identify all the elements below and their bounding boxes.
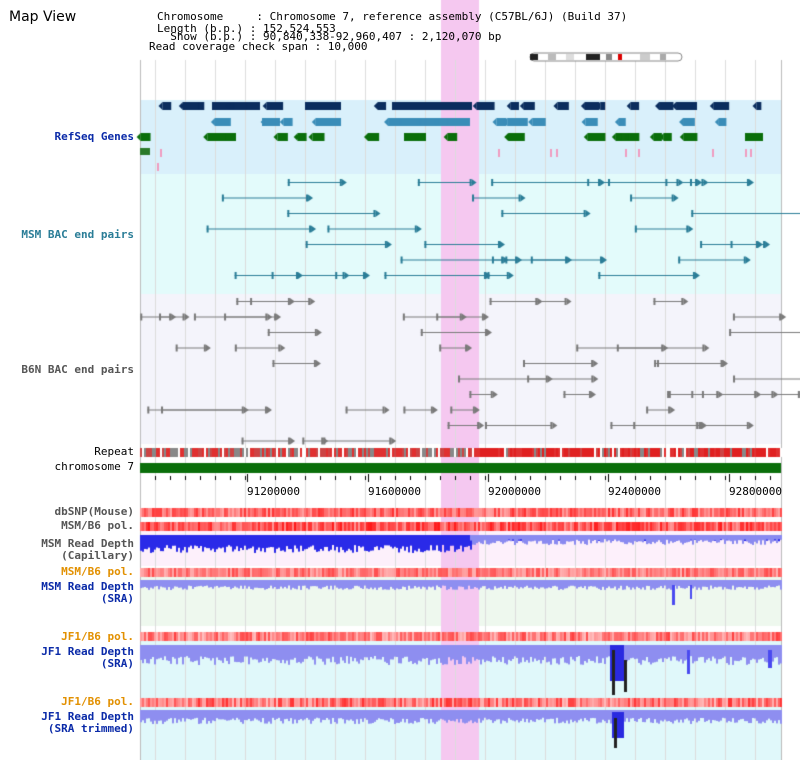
- track-label-dbsnp[interactable]: dbSNP(Mouse): [54, 505, 134, 518]
- track-label-msm-pol-2[interactable]: MSM/B6 pol.: [61, 565, 134, 578]
- track-label-jf1-pol-2[interactable]: JF1/B6 pol.: [61, 695, 134, 708]
- coverage-span-info: Read coverage check span : 10,000: [149, 40, 368, 53]
- track-label-msm-pol-1[interactable]: MSM/B6 pol.: [61, 519, 134, 532]
- track-label-b6n-bac[interactable]: B6N BAC end pairs: [21, 363, 134, 376]
- show-range-info: Show (b.p.) : 90,840,338-92,960,407 : 2,…: [157, 30, 502, 43]
- axis-tick-label: 92800000: [729, 485, 782, 498]
- track-label-msm-depth-sra-sub: (SRA): [100, 592, 134, 605]
- track-label-msm-depth-sra[interactable]: MSM Read Depth: [41, 580, 134, 593]
- axis-tick-label: 92400000: [608, 485, 661, 498]
- track-label-jf1-pol-1[interactable]: JF1/B6 pol.: [61, 630, 134, 643]
- track-label-chromosome[interactable]: chromosome 7: [54, 460, 134, 473]
- track-label-jf1-depth-trim[interactable]: JF1 Read Depth: [41, 710, 134, 723]
- track-label-msm-depth-cap-sub: (Capillary): [61, 549, 134, 562]
- track-label-msm-bac[interactable]: MSM BAC end pairs: [21, 228, 134, 241]
- page-title: Map View: [9, 9, 77, 25]
- track-label-jf1-depth-trim-sub: (SRA trimmed): [47, 722, 134, 735]
- axis-tick-label: 91200000: [247, 485, 300, 498]
- track-label-jf1-depth-sra[interactable]: JF1 Read Depth: [41, 645, 134, 658]
- axis-tick-label: 91600000: [368, 485, 421, 498]
- axis-tick-label: 92000000: [488, 485, 541, 498]
- track-label-msm-depth-cap[interactable]: MSM Read Depth: [41, 537, 134, 550]
- track-label-refseq[interactable]: RefSeq Genes: [54, 130, 134, 143]
- track-label-jf1-depth-sra-sub: (SRA): [100, 657, 134, 670]
- length-info: Length (b.p.) : 152,524,553: [157, 22, 336, 35]
- track-label-repeat[interactable]: Repeat: [94, 445, 134, 458]
- chromosome-info: Chromosome : Chromosome 7, reference ass…: [157, 10, 628, 23]
